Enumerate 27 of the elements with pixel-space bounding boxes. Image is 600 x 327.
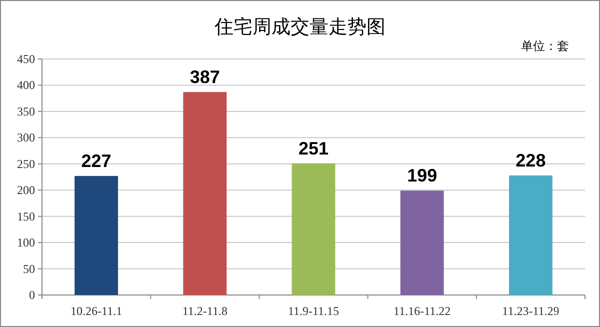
data-label: 228 (516, 150, 546, 170)
text: 单位：套 (521, 39, 569, 53)
y-tick-label: 350 (17, 104, 35, 118)
x-tick-label: 11.2-11.8 (182, 304, 228, 318)
bar (400, 190, 444, 295)
data-label: 387 (190, 67, 220, 88)
x-tick-label: 11.16-11.22 (394, 304, 451, 318)
y-tick-label: 250 (17, 156, 35, 171)
y-tick-label: 0 (29, 288, 35, 302)
x-tick-label: 11.9-11.15 (288, 304, 340, 318)
y-tick-label: 100 (17, 236, 35, 250)
data-label: 251 (298, 138, 329, 158)
bar (74, 176, 118, 295)
x-tick-label: 10.26-11.1 (70, 304, 122, 318)
data-label: 227 (81, 150, 112, 171)
data-label: 199 (407, 166, 438, 186)
x-tick-label: 11.23-11.29 (502, 304, 560, 318)
bar (183, 92, 227, 295)
y-tick-label: 450 (17, 52, 35, 66)
chart-title: 住宅周成交量走势图 (214, 16, 386, 38)
bar (508, 175, 552, 295)
y-tick-label: 50 (23, 262, 35, 276)
bar (292, 163, 336, 295)
y-tick-label: 150 (17, 209, 35, 224)
y-tick-label: 200 (17, 183, 35, 198)
y-tick-label: 300 (17, 130, 35, 145)
y-tick-label: 400 (17, 78, 35, 92)
